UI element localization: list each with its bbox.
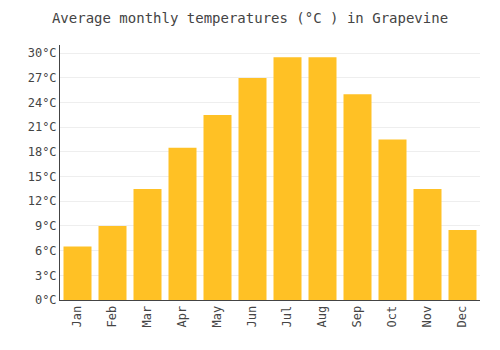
svg-text:6°C: 6°C: [35, 244, 57, 258]
svg-text:Oct: Oct: [385, 306, 399, 328]
svg-text:Apr: Apr: [175, 306, 189, 328]
svg-text:Jan: Jan: [70, 306, 84, 328]
svg-text:Average monthly temperatures (: Average monthly temperatures (°C ) in Gr…: [52, 10, 448, 26]
svg-text:Mar: Mar: [140, 306, 154, 328]
svg-text:9°C: 9°C: [35, 219, 57, 233]
svg-text:Aug: Aug: [315, 306, 329, 328]
svg-text:Jul: Jul: [280, 306, 294, 328]
svg-text:Jun: Jun: [245, 306, 259, 328]
svg-text:May: May: [210, 306, 224, 328]
svg-text:Feb: Feb: [105, 306, 119, 328]
svg-text:30°C: 30°C: [28, 46, 57, 60]
svg-text:Sep: Sep: [350, 306, 364, 328]
svg-text:24°C: 24°C: [28, 96, 57, 110]
svg-text:15°C: 15°C: [28, 170, 57, 184]
svg-text:3°C: 3°C: [35, 269, 57, 283]
svg-text:27°C: 27°C: [28, 71, 57, 85]
svg-text:Nov: Nov: [420, 306, 434, 328]
svg-text:Dec: Dec: [455, 306, 469, 328]
svg-text:0°C: 0°C: [35, 293, 57, 307]
svg-text:12°C: 12°C: [28, 194, 57, 208]
svg-text:18°C: 18°C: [28, 145, 57, 159]
svg-text:21°C: 21°C: [28, 120, 57, 134]
